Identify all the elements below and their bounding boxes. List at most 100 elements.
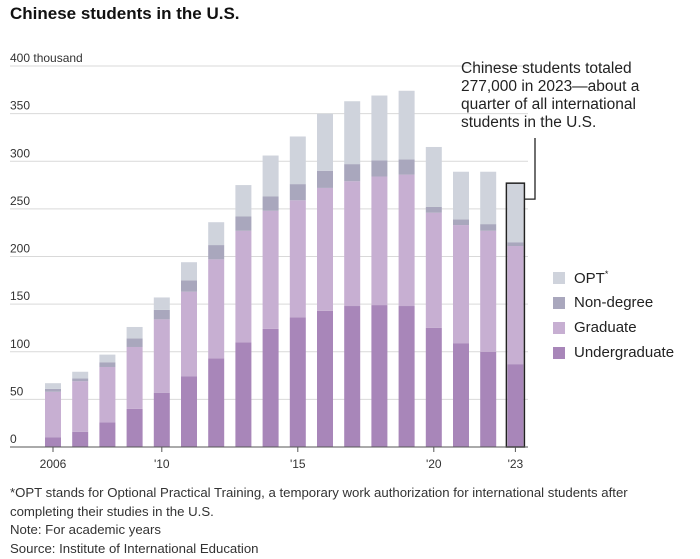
- bar-opt-2017: [344, 101, 361, 165]
- bar-undergraduate-2020: [425, 327, 442, 447]
- bar-undergraduate-2016: [317, 310, 333, 447]
- bar-opt-2016: [317, 113, 333, 171]
- legend-swatch: [553, 346, 565, 359]
- bar-non-degree-2022: [480, 224, 497, 231]
- axis-layer: 0 50 100 150 200 250 300 350 400 thousand 2006 '10…: [10, 51, 536, 471]
- bar-undergraduate-2021: [453, 343, 469, 447]
- bar-non-degree-2010: [153, 309, 170, 320]
- bar-non-degree-2016: [317, 170, 333, 188]
- bar-undergraduate-2007: [72, 431, 89, 447]
- y-tick-label: 50: [10, 384, 24, 398]
- source-line: Source: Institute of International Educa…: [10, 540, 259, 556]
- legend-swatch: [553, 321, 565, 334]
- bar-graduate-2008: [99, 366, 116, 423]
- bar-non-degree-2023: [507, 242, 524, 247]
- bar-graduate-2023: [507, 246, 524, 365]
- bar-non-degree-2020: [425, 206, 442, 213]
- bar-opt-2020: [425, 146, 442, 207]
- bar-opt-2018: [371, 95, 388, 161]
- bar-undergraduate-2023: [507, 364, 524, 447]
- x-tick-label: '15: [290, 457, 306, 471]
- bar-non-degree-2021: [453, 219, 469, 226]
- bar-undergraduate-2013: [235, 342, 252, 447]
- legend-swatch: [553, 296, 565, 309]
- x-tick-label: '20: [426, 457, 442, 471]
- bar-non-degree-2011: [181, 280, 197, 292]
- chart-annotation: Chinese students totaled 277,000 in 2023…: [461, 60, 640, 131]
- y-tick-label: 350: [10, 99, 30, 113]
- bar-non-degree-2019: [398, 159, 415, 175]
- legend: OPT* Non-degree Graduate Undergraduate: [553, 268, 674, 368]
- bar-non-degree-2009: [126, 338, 143, 347]
- bar-layer: [45, 90, 526, 448]
- bar-non-degree-2018: [371, 160, 388, 177]
- legend-label: Undergraduate: [574, 344, 675, 361]
- legend-item-undergraduate: Undergraduate: [553, 343, 674, 362]
- bar-graduate-2010: [153, 319, 170, 393]
- bar-undergraduate-2009: [126, 408, 143, 447]
- bar-opt-2015: [289, 136, 306, 185]
- bar-graduate-2014: [262, 210, 279, 329]
- bar-graduate-2019: [398, 174, 415, 307]
- legend-label: OPT*: [574, 268, 609, 287]
- bar-opt-2007: [72, 371, 89, 379]
- bar-graduate-2021: [453, 225, 469, 344]
- note-academic-years: Note: For academic years: [10, 522, 161, 537]
- y-tick-label: 200: [10, 242, 30, 256]
- x-tick-label: 2006: [40, 457, 67, 471]
- bar-undergraduate-2018: [371, 305, 388, 447]
- bar-graduate-2007: [72, 381, 89, 432]
- bar-graduate-2018: [371, 176, 388, 306]
- legend-label: Graduate: [574, 319, 637, 336]
- bar-opt-2009: [126, 326, 143, 339]
- legend-item-non-degree: Non-degree: [553, 293, 674, 312]
- bar-undergraduate-2015: [289, 317, 306, 447]
- bar-undergraduate-2010: [153, 392, 170, 447]
- bar-graduate-2012: [208, 259, 225, 359]
- chart-plot: 0 50 100 150 200 250 300 350 400 thousand 2006 '10…: [10, 51, 536, 471]
- bar-undergraduate-2011: [181, 376, 197, 447]
- y-tick-label: 400 thousand: [10, 51, 83, 65]
- bar-graduate-2009: [126, 346, 143, 409]
- chart-notes: *OPT stands for Optional Practical Train…: [10, 484, 690, 558]
- bar-undergraduate-2017: [344, 306, 361, 447]
- y-tick-label: 150: [10, 289, 30, 303]
- bar-undergraduate-2022: [480, 351, 497, 447]
- bar-opt-2023: [507, 183, 524, 243]
- bar-graduate-2015: [289, 200, 306, 318]
- bar-opt-2006: [45, 383, 61, 389]
- bar-graduate-2020: [425, 212, 442, 328]
- chart-title: Chinese students in the U.S.: [10, 4, 240, 23]
- y-tick-label: 300: [10, 146, 30, 160]
- bar-non-degree-2007: [72, 378, 89, 382]
- x-tick-label: '23: [508, 457, 524, 471]
- x-tick-label: '10: [154, 457, 170, 471]
- bar-graduate-2016: [317, 187, 333, 311]
- legend-swatch: [553, 271, 565, 284]
- legend-item-graduate: Graduate: [553, 318, 674, 337]
- bar-graduate-2011: [181, 291, 197, 377]
- footnote-opt: *OPT stands for Optional Practical Train…: [10, 485, 628, 519]
- bar-opt-2014: [262, 155, 279, 197]
- bar-undergraduate-2014: [262, 328, 279, 447]
- bar-non-degree-2017: [344, 164, 361, 182]
- bar-opt-2012: [208, 222, 225, 246]
- bar-opt-2019: [398, 90, 415, 160]
- bar-non-degree-2006: [45, 388, 61, 392]
- bar-non-degree-2008: [99, 362, 116, 367]
- bar-opt-2011: [181, 262, 197, 281]
- bar-opt-2008: [99, 354, 116, 363]
- y-tick-label: 250: [10, 194, 30, 208]
- bar-opt-2022: [480, 171, 497, 225]
- bar-opt-2021: [453, 171, 469, 220]
- bar-undergraduate-2019: [398, 306, 415, 447]
- bar-graduate-2006: [45, 391, 61, 438]
- bar-graduate-2022: [480, 230, 497, 352]
- bar-undergraduate-2012: [208, 358, 225, 447]
- bar-graduate-2013: [235, 230, 252, 343]
- bar-undergraduate-2008: [99, 422, 116, 447]
- bar-opt-2013: [235, 185, 252, 217]
- legend-label: Non-degree: [574, 294, 654, 311]
- legend-item-opt: OPT*: [553, 268, 674, 287]
- y-tick-label: 0: [10, 432, 17, 446]
